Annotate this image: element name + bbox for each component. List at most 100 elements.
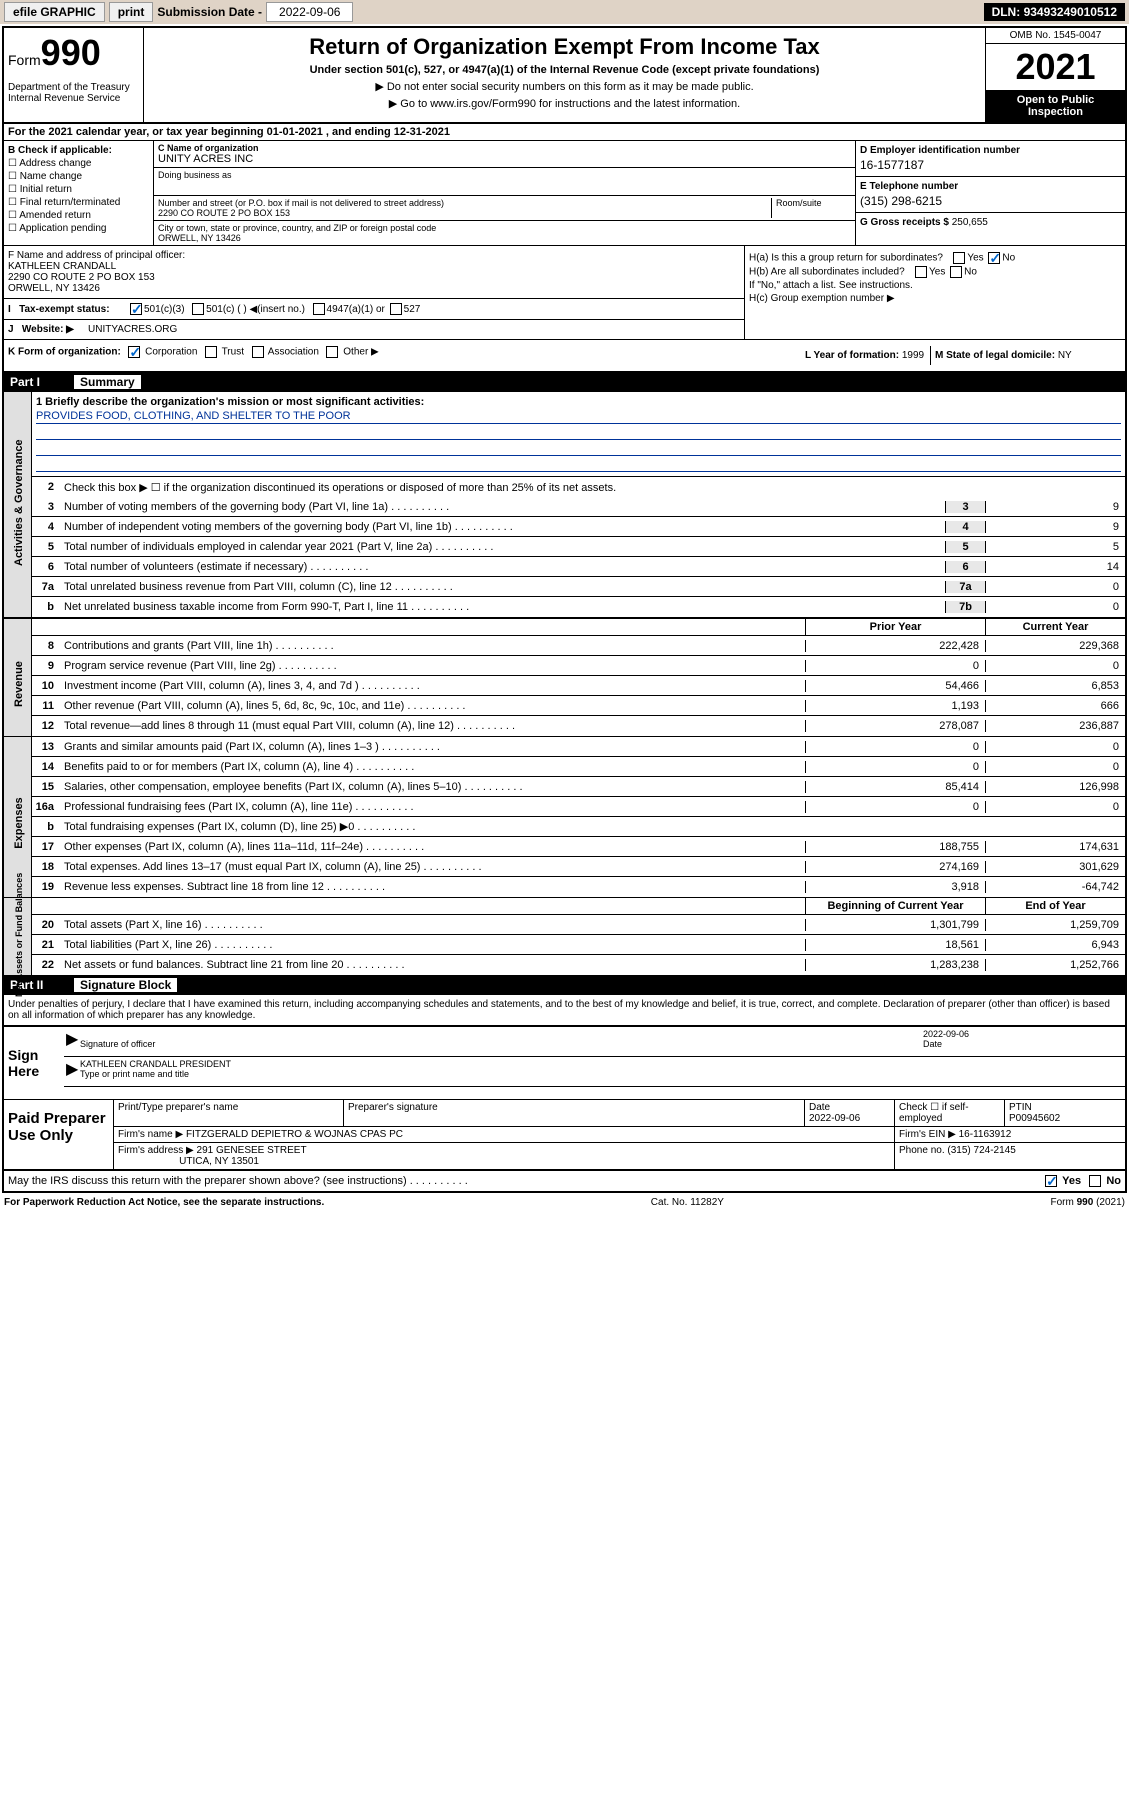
preparer-sig-label: Preparer's signature [344, 1100, 805, 1126]
cb-501c3[interactable] [130, 303, 142, 315]
table-row: 9 Program service revenue (Part VIII, li… [32, 656, 1125, 676]
block-f-officer: F Name and address of principal officer:… [4, 246, 744, 299]
block-k-form-org: K Form of organization: Corporation Trus… [8, 346, 801, 365]
block-i-tax-status: I Tax-exempt status: 501(c)(3) 501(c) ( … [4, 299, 744, 320]
table-row: 14 Benefits paid to or for members (Part… [32, 757, 1125, 777]
table-row: 19 Revenue less expenses. Subtract line … [32, 877, 1125, 897]
street-value: 2290 CO ROUTE 2 PO BOX 153 [158, 208, 771, 218]
cb-527[interactable] [390, 303, 402, 315]
cb-4947[interactable] [313, 303, 325, 315]
cb-name-change[interactable]: ☐ Name change [8, 171, 149, 182]
cb-association[interactable] [252, 346, 264, 358]
cb-hb-no[interactable] [950, 266, 962, 278]
form-header: Form990 Department of the Treasury Inter… [4, 28, 1125, 124]
table-row: 5 Total number of individuals employed i… [32, 537, 1125, 557]
line-1-mission: 1 Briefly describe the organization's mi… [32, 392, 1125, 477]
section-a-period: For the 2021 calendar year, or tax year … [4, 124, 1125, 141]
department-label: Department of the Treasury Internal Reve… [8, 82, 139, 104]
table-row: 13 Grants and similar amounts paid (Part… [32, 737, 1125, 757]
print-button[interactable]: print [109, 2, 154, 22]
room-label: Room/suite [771, 198, 851, 218]
firm-name: Firm's name ▶ FITZGERALD DEPIETRO & WOJN… [114, 1127, 895, 1142]
table-row: 12 Total revenue—add lines 8 through 11 … [32, 716, 1125, 736]
city-label: City or town, state or province, country… [158, 223, 851, 233]
table-row: 15 Salaries, other compensation, employe… [32, 777, 1125, 797]
table-row: b Net unrelated business taxable income … [32, 597, 1125, 617]
dba-label: Doing business as [158, 170, 851, 180]
table-row: 4 Number of independent voting members o… [32, 517, 1125, 537]
ein-label: D Employer identification number [860, 145, 1121, 156]
arrow-icon: ▶ [66, 1029, 80, 1054]
table-row: 17 Other expenses (Part IX, column (A), … [32, 837, 1125, 857]
dln: DLN: 93493249010512 [984, 3, 1125, 21]
block-m-state: M State of legal domicile: NY [931, 346, 1121, 365]
cb-other[interactable] [326, 346, 338, 358]
form-990-document: Form990 Department of the Treasury Inter… [2, 26, 1127, 1193]
table-row: 3 Number of voting members of the govern… [32, 497, 1125, 517]
cb-may-no[interactable] [1089, 1175, 1101, 1187]
cb-hb-yes[interactable] [915, 266, 927, 278]
part2-header: Part II Signature Block [4, 975, 1125, 995]
gross-value: 250,655 [952, 217, 988, 228]
website-value: UNITYACRES.ORG [88, 324, 177, 335]
netassets-col-header: Beginning of Current Year End of Year [32, 898, 1125, 915]
table-row: 10 Investment income (Part VIII, column … [32, 676, 1125, 696]
phone-label: E Telephone number [860, 181, 1121, 192]
street-label: Number and street (or P.O. box if mail i… [158, 198, 771, 208]
vlabel-netassets: Net Assets or Fund Balances [4, 898, 32, 975]
block-d-ein: D Employer identification number 16-1577… [855, 141, 1125, 245]
cb-application-pending[interactable]: ☐ Application pending [8, 223, 149, 234]
cb-final-return[interactable]: ☐ Final return/terminated [8, 197, 149, 208]
submission-date: 2022-09-06 [266, 2, 353, 22]
cb-amended-return[interactable]: ☐ Amended return [8, 210, 149, 221]
cb-trust[interactable] [205, 346, 217, 358]
form-subtitle-3: ▶ Go to www.irs.gov/Form990 for instruct… [150, 97, 979, 110]
table-row: 20 Total assets (Part X, line 16) 1,301,… [32, 915, 1125, 935]
efile-button[interactable]: efile GRAPHIC [4, 2, 105, 22]
table-row: b Total fundraising expenses (Part IX, c… [32, 817, 1125, 837]
table-row: 21 Total liabilities (Part X, line 26) 1… [32, 935, 1125, 955]
form-title: Return of Organization Exempt From Incom… [150, 34, 979, 60]
block-h-group: H(a) Is this a group return for subordin… [745, 246, 1125, 339]
firm-address: Firm's address ▶ 291 GENESEE STREET UTIC… [114, 1143, 895, 1169]
cb-ha-yes[interactable] [953, 252, 965, 264]
cb-ha-no[interactable] [988, 252, 1000, 264]
org-name-label: C Name of organization [158, 143, 851, 153]
omb-number: OMB No. 1545-0047 [986, 28, 1125, 44]
table-row: 22 Net assets or fund balances. Subtract… [32, 955, 1125, 975]
form-subtitle-2: ▶ Do not enter social security numbers o… [150, 80, 979, 93]
check-self-employed[interactable]: Check ☐ if self-employed [895, 1100, 1005, 1126]
top-toolbar: efile GRAPHIC print Submission Date - 20… [0, 0, 1129, 24]
block-j-website: J Website: ▶ UNITYACRES.ORG [4, 320, 744, 339]
org-name: UNITY ACRES INC [158, 153, 851, 165]
signature-date: 2022-09-06Date [923, 1029, 1123, 1054]
ptin: PTINP00945602 [1005, 1100, 1125, 1126]
firm-ein: Firm's EIN ▶ 16-1163912 [895, 1127, 1125, 1142]
form-number-footer: Form 990 (2021) [1051, 1197, 1125, 1208]
preparer-date: Date2022-09-06 [805, 1100, 895, 1126]
may-discuss: May the IRS discuss this return with the… [4, 1170, 1125, 1191]
vlabel-governance: Activities & Governance [4, 392, 32, 617]
sign-here-label: Sign Here [4, 1027, 64, 1099]
paid-preparer-label: Paid Preparer Use Only [4, 1100, 114, 1169]
tax-year: 2021 [986, 44, 1125, 90]
form-subtitle-1: Under section 501(c), 527, or 4947(a)(1)… [150, 64, 979, 76]
signature-field[interactable]: Signature of officer [80, 1029, 923, 1054]
cb-address-change[interactable]: ☐ Address change [8, 158, 149, 169]
block-b-checkboxes: B Check if applicable: ☐ Address change … [4, 141, 154, 245]
submission-label: Submission Date - [157, 5, 262, 19]
table-row: 11 Other revenue (Part VIII, column (A),… [32, 696, 1125, 716]
ein-value: 16-1577187 [860, 158, 1121, 172]
table-row: 8 Contributions and grants (Part VIII, l… [32, 636, 1125, 656]
block-c-org-info: C Name of organization UNITY ACRES INC D… [154, 141, 855, 245]
cb-corporation[interactable] [128, 346, 140, 358]
table-row: 6 Total number of volunteers (estimate i… [32, 557, 1125, 577]
city-value: ORWELL, NY 13426 [158, 233, 851, 243]
preparer-name-label: Print/Type preparer's name [114, 1100, 344, 1126]
declaration-text: Under penalties of perjury, I declare th… [4, 995, 1125, 1027]
line-2: 2Check this box ▶ ☐ if the organization … [32, 477, 1125, 497]
cb-initial-return[interactable]: ☐ Initial return [8, 184, 149, 195]
cb-may-yes[interactable] [1045, 1175, 1057, 1187]
open-public-badge: Open to Public Inspection [986, 90, 1125, 122]
cb-501c[interactable] [192, 303, 204, 315]
